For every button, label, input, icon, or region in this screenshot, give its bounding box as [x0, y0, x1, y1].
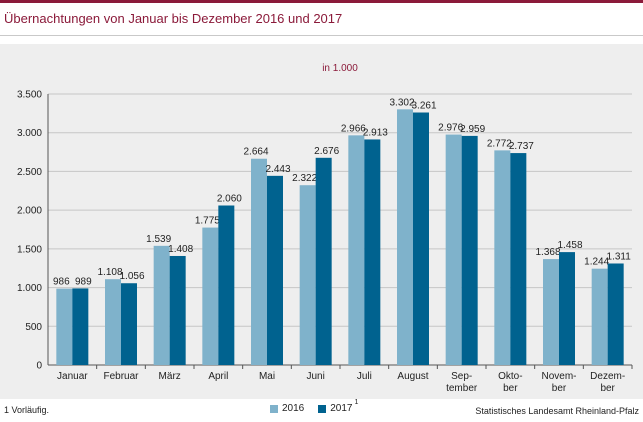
- data-label-2016: 986: [53, 277, 70, 288]
- x-category-label: Novem-: [541, 371, 576, 382]
- bar-2017: [364, 139, 381, 365]
- legend-label-2017: 2017: [330, 403, 353, 414]
- x-category-label: Januar: [57, 371, 88, 382]
- data-label-2016: 1.368: [535, 247, 560, 258]
- x-category-label: ber: [600, 383, 615, 394]
- top-accent-rule: [0, 0, 643, 3]
- bar-2017: [315, 157, 332, 365]
- source-credit: Statistisches Landesamt Rheinland-Pfalz: [475, 406, 639, 416]
- bar-2017: [461, 135, 478, 365]
- bar-2016: [494, 150, 511, 365]
- data-label-2016: 1.108: [97, 267, 122, 278]
- x-category-label: tember: [446, 383, 478, 394]
- data-label-2016: 2.976: [438, 123, 463, 134]
- x-category-label: Juni: [306, 371, 324, 382]
- data-label-2017: 1.458: [557, 240, 582, 251]
- y-tick-label: 0: [36, 361, 42, 372]
- bar-2017: [267, 175, 283, 365]
- data-label-2017: 2.060: [217, 193, 242, 204]
- bar-2017: [413, 112, 429, 365]
- bar-2017: [121, 283, 137, 365]
- data-label-2016: 2.966: [341, 123, 366, 134]
- y-tick-label: 1.500: [17, 244, 42, 255]
- bar-2016: [105, 279, 121, 365]
- bar-2016: [299, 185, 316, 365]
- bar-2016: [153, 245, 170, 365]
- bar-2016: [202, 227, 219, 365]
- bar-2016: [397, 109, 413, 365]
- legend-item-2017: 2017 1: [318, 399, 358, 414]
- legend-label-2016: 2016: [282, 403, 305, 414]
- x-category-label: Okto-: [498, 371, 522, 382]
- x-category-label: April: [208, 371, 228, 382]
- x-category-label: Sep-: [451, 371, 472, 382]
- chart-panel: in 1.000 0 500 1.000 1.500 2.000 2.500 3.000 3.5…: [0, 44, 643, 399]
- bar-2017: [510, 153, 527, 365]
- legend: 2016 2017 1: [270, 399, 372, 414]
- bar-2016: [445, 134, 462, 365]
- bar-2017: [607, 263, 624, 365]
- data-label-2017: 2.737: [509, 141, 534, 152]
- bar-2016: [251, 158, 267, 365]
- data-label-2017: 2.443: [265, 164, 290, 175]
- x-category-label: Juli: [357, 371, 372, 382]
- bar-2016: [591, 268, 608, 365]
- y-tick-label: 2.000: [17, 206, 42, 217]
- chart-subtitle: in 1.000: [322, 63, 358, 74]
- bar-2016: [56, 288, 73, 365]
- bar-2016: [543, 259, 559, 365]
- data-label-2016: 2.322: [292, 173, 317, 184]
- data-label-2017: 989: [75, 276, 92, 287]
- data-label-2016: 1.244: [584, 257, 609, 268]
- page-title: Übernachtungen von Januar bis Dezember 2…: [4, 11, 343, 26]
- data-label-2017: 2.676: [314, 146, 339, 157]
- bar-2017: [72, 288, 89, 365]
- data-label-2017: 3.261: [411, 101, 436, 112]
- data-label-2017: 2.913: [363, 127, 388, 138]
- y-tick-label: 3.000: [17, 128, 42, 139]
- y-tick-label: 500: [25, 322, 42, 333]
- legend-swatch-2017: [318, 404, 327, 413]
- data-label-2017: 1.056: [119, 271, 144, 282]
- data-label-2016: 1.539: [146, 234, 171, 245]
- x-category-label: ber: [503, 383, 518, 394]
- y-tick-label: 2.500: [17, 167, 42, 178]
- bar-chart: in 1.000 0 500 1.000 1.500 2.000 2.500 3.000 3.5…: [17, 63, 633, 394]
- legend-item-2016: 2016: [270, 403, 304, 414]
- data-label-2016: 2.772: [487, 138, 512, 149]
- legend-footnote-marker: 1: [354, 399, 359, 406]
- data-label-2016: 2.664: [243, 147, 268, 158]
- y-tick-label: 1.000: [17, 283, 42, 294]
- bar-2016: [348, 135, 365, 365]
- footnote: 1 Vorläufig.: [4, 405, 50, 415]
- x-category-label: März: [159, 371, 181, 382]
- bar-2017: [169, 255, 186, 365]
- title-divider: [0, 35, 643, 36]
- bar-2017: [218, 205, 235, 365]
- y-tick-label: 3.500: [17, 90, 42, 101]
- x-category-label: Mai: [259, 371, 275, 382]
- data-label-2017: 2.959: [460, 124, 485, 135]
- data-label-2017: 1.311: [607, 251, 632, 262]
- x-category-label: Februar: [103, 371, 139, 382]
- x-category-label: ber: [552, 383, 567, 394]
- x-category-label: August: [397, 371, 428, 382]
- legend-swatch-2016: [270, 404, 278, 413]
- data-label-2017: 1.408: [168, 244, 193, 255]
- x-category-label: Dezem-: [590, 371, 625, 382]
- data-label-2016: 1.775: [195, 216, 220, 227]
- bar-2017: [559, 252, 575, 365]
- data-label-2016: 3.302: [389, 97, 414, 108]
